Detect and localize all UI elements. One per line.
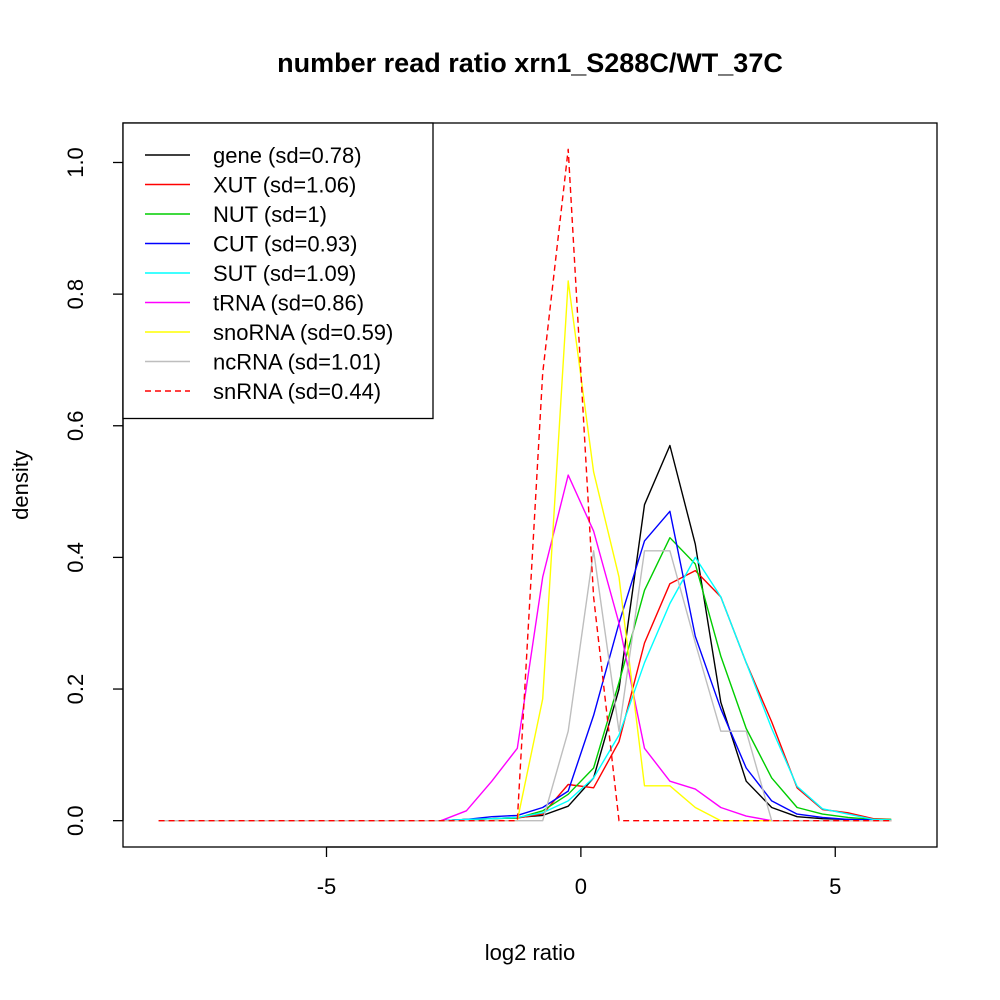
- y-tick-label: 0.6: [63, 410, 88, 441]
- series-layer: [158, 148, 892, 822]
- y-tick-label: 1.0: [63, 147, 88, 178]
- x-axis: -5 0 5: [317, 846, 841, 899]
- x-tick-label: 0: [575, 874, 587, 899]
- series-line-SUT: [158, 556, 892, 822]
- legend-label-snoRNA: snoRNA (sd=0.59): [213, 320, 393, 345]
- legend-label-SUT: SUT (sd=1.09): [213, 261, 356, 286]
- legend-label-ncRNA: ncRNA (sd=1.01): [213, 350, 381, 375]
- series-line-CUT: [158, 510, 892, 822]
- x-tick-label: -5: [317, 874, 337, 899]
- x-tick-label: 5: [829, 874, 841, 899]
- legend-label-snRNA: snRNA (sd=0.44): [213, 379, 381, 404]
- y-tick-label: 0.0: [63, 805, 88, 836]
- legend-label-gene: gene (sd=0.78): [213, 143, 362, 168]
- chart-title: number read ratio xrn1_S288C/WT_37C: [277, 48, 783, 78]
- y-tick-label: 0.8: [63, 279, 88, 310]
- y-tick-label: 0.2: [63, 674, 88, 705]
- x-axis-label: log2 ratio: [485, 940, 576, 965]
- series-line-snRNA: [158, 148, 892, 822]
- series-line-tRNA: [158, 474, 892, 822]
- legend-label-CUT: CUT (sd=0.93): [213, 232, 357, 257]
- series-line-ncRNA: [158, 550, 892, 822]
- series-line-snoRNA: [158, 280, 892, 822]
- legend-label-XUT: XUT (sd=1.06): [213, 173, 356, 198]
- y-axis-label: density: [8, 450, 33, 520]
- legend-label-NUT: NUT (sd=1): [213, 202, 327, 227]
- legend-label-tRNA: tRNA (sd=0.86): [213, 291, 364, 316]
- y-tick-label: 0.4: [63, 542, 88, 573]
- legend-box: [122, 122, 434, 420]
- legend: gene (sd=0.78) XUT (sd=1.06) NUT (sd=1) CUT…: [122, 122, 434, 420]
